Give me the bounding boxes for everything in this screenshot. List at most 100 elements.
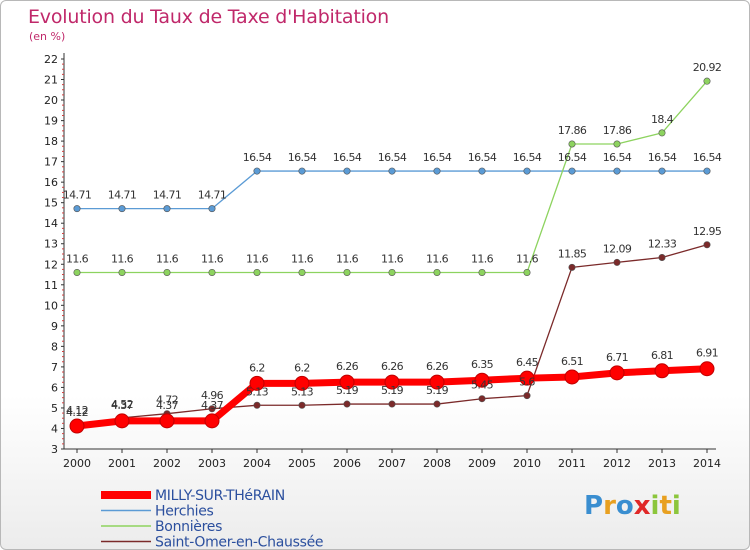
data-label: 11.6 (156, 252, 179, 265)
data-label: 4.12 (66, 406, 88, 419)
data-point (568, 140, 576, 148)
data-label: 4.37 (156, 399, 179, 412)
data-point (564, 369, 580, 385)
y-tick-label: 3 (51, 443, 58, 456)
y-tick-label: 16 (44, 176, 58, 189)
data-label: 12.33 (648, 237, 677, 250)
data-point (613, 140, 621, 148)
y-tick-label: 12 (44, 258, 58, 271)
data-label: 14.71 (63, 189, 92, 202)
data-label: 4.72 (156, 394, 178, 407)
data-label: 6.26 (381, 360, 404, 373)
data-point (523, 268, 531, 276)
x-tick-label: 2010 (513, 457, 541, 470)
data-label: 11.6 (111, 252, 134, 265)
y-tick-label: 21 (44, 74, 58, 87)
data-point (613, 167, 621, 175)
data-point (613, 258, 621, 266)
y-tick-label: 18 (44, 135, 58, 148)
data-point (249, 375, 265, 391)
data-point (163, 268, 171, 276)
x-axis-ticks: 2000 2001 2002 2003 2004 2005 2006 2007 2008 2009… (63, 449, 721, 470)
y-tick-label: 17 (44, 156, 58, 169)
data-point (703, 167, 711, 175)
data-point (118, 205, 126, 213)
series-1-labels: 14.71 14.71 14.71 14.71 16.54 16.54 16.54 16.54… (63, 151, 723, 202)
x-tick-label: 2013 (648, 457, 676, 470)
data-label: 5.13 (291, 385, 314, 398)
data-label: 17.86 (558, 124, 587, 137)
data-point (208, 268, 216, 276)
data-label: 12.95 (693, 225, 722, 238)
data-point (519, 370, 535, 386)
data-label: 11.6 (66, 252, 89, 265)
data-point (433, 400, 441, 408)
data-point (253, 167, 261, 175)
data-point (73, 268, 81, 276)
x-tick-label: 2000 (63, 457, 91, 470)
data-label: 4.52 (111, 398, 133, 411)
data-point (163, 205, 171, 213)
data-label: 4.37 (111, 399, 134, 412)
data-label: 16.54 (558, 151, 587, 164)
data-label: 11.6 (291, 252, 314, 265)
data-point (388, 400, 396, 408)
legend-label: Herchies (155, 504, 214, 520)
data-label: 16.54 (603, 151, 632, 164)
data-point (253, 268, 261, 276)
proxiti-logo: Proxiti (584, 491, 681, 521)
data-point (384, 374, 400, 390)
data-label: 11.6 (246, 252, 269, 265)
data-label: 6.2 (294, 361, 310, 374)
legend-label: MILLY-SUR-THéRAIN (155, 488, 285, 504)
data-label: 4.12 (66, 404, 88, 417)
x-tick-label: 2004 (243, 457, 271, 470)
data-label: 4.37 (201, 399, 224, 412)
logo-letter: t (659, 491, 672, 521)
data-point (433, 167, 441, 175)
data-point (703, 77, 711, 85)
series-0 (69, 361, 715, 434)
data-label: 16.54 (648, 151, 677, 164)
data-label: 6.45 (516, 356, 539, 369)
y-tick-label: 13 (44, 238, 58, 251)
data-point (429, 374, 445, 390)
y-tick-label: 11 (44, 279, 58, 292)
data-point (388, 167, 396, 175)
data-label: 11.6 (426, 252, 449, 265)
data-point (118, 268, 126, 276)
y-tick-label: 20 (44, 94, 58, 107)
y-tick-label: 22 (44, 53, 58, 66)
x-tick-label: 2007 (378, 457, 406, 470)
x-tick-label: 2001 (108, 457, 136, 470)
data-point (433, 268, 441, 276)
series-2-labels: 11.6 11.6 11.6 11.6 11.6 11.6 11.6 11.6 11.6 11.6… (66, 61, 722, 265)
data-label: 6.35 (471, 358, 494, 371)
data-point (609, 365, 625, 381)
data-point (568, 263, 576, 271)
legend-label: Bonnières (155, 519, 222, 535)
data-label: 5.45 (471, 379, 494, 392)
data-point (343, 400, 351, 408)
data-label: 11.6 (201, 252, 224, 265)
data-label: 5.19 (336, 384, 359, 397)
data-label: 6.26 (336, 360, 359, 373)
data-label: 18.4 (651, 113, 674, 126)
y-tick-label: 8 (51, 340, 58, 353)
data-point (114, 413, 130, 429)
data-label: 5.6 (519, 376, 535, 389)
data-label: 6.71 (606, 351, 628, 364)
data-label: 6.2 (249, 361, 265, 374)
y-tick-label: 14 (44, 217, 58, 230)
data-point (69, 418, 85, 434)
x-tick-label: 2011 (558, 457, 586, 470)
data-label: 6.81 (651, 349, 673, 362)
logo-letter: x (633, 491, 651, 521)
data-label: 14.71 (198, 189, 227, 202)
data-label: 11.6 (381, 252, 404, 265)
chart-title: Evolution du Taux de Taxe d'Habitation (28, 6, 389, 28)
y-tick-label: 7 (51, 361, 58, 374)
data-label: 16.54 (468, 151, 497, 164)
x-tick-label: 2009 (468, 457, 496, 470)
